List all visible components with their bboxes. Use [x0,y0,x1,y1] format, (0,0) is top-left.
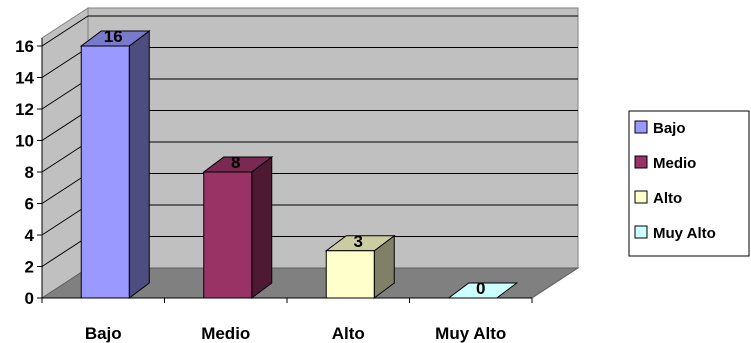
gridline-side [41,141,89,173]
legend-label: Muy Alto [653,225,716,242]
bar-front [80,45,130,299]
x-tick-label: Bajo [85,324,122,343]
y-tick-label: 6 [25,195,34,214]
legend-item: Muy Alto [634,225,716,242]
x-axis: Bajo Medio Alto Muy Alto [41,297,533,343]
gridline-side [41,78,89,110]
y-axis: 0 2 4 6 8 10 12 14 16 [15,37,43,308]
gridline-side [41,173,89,204]
data-label: 0 [476,279,485,298]
legend-item: Bajo [634,120,686,137]
y-tick-label: 0 [25,289,34,308]
legend-item: Medio [634,155,696,172]
legend-swatch [634,190,648,204]
y-tick-label: 16 [15,37,34,56]
legend-label: Alto [653,190,682,207]
y-tick-label: 10 [15,132,34,151]
y-tick-label: 2 [25,258,34,277]
data-label: 8 [231,153,240,172]
legend-label: Medio [653,155,696,172]
gridlines [41,15,578,267]
data-label: 16 [104,27,123,46]
bar-medio [202,156,274,299]
legend-item: Alto [634,190,682,207]
data-labels: 16 8 3 0 [104,27,486,298]
legend-box [628,110,750,257]
gridline-side [41,236,89,267]
gridline-side [41,204,89,236]
bar-side [251,156,273,299]
legend-swatch [634,225,648,239]
bar-alto [324,234,396,299]
legend-swatch [634,155,648,169]
gridline-side [41,47,89,78]
x-tick-label: Medio [201,324,250,343]
bar-front [203,171,253,299]
bar-bajo [79,30,151,299]
gridline-side [41,15,89,47]
gridline-side [41,110,89,141]
bar-side [128,30,150,299]
x-tick-label: Muy Alto [435,324,506,343]
y-tick-label: 8 [25,163,34,182]
legend-swatch [634,120,648,134]
legend-label: Bajo [653,120,686,137]
y-tick-label: 4 [25,226,35,245]
bar-front [325,250,375,299]
bars [79,30,519,299]
y-tick-label: 12 [15,100,34,119]
x-tick-label: Alto [332,324,365,343]
data-label: 3 [354,232,363,251]
y-tick-label: 14 [15,69,34,88]
legend: Bajo Medio Alto Muy Alto [628,110,750,257]
